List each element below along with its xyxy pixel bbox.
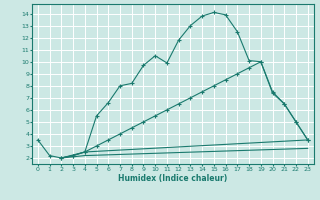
X-axis label: Humidex (Indice chaleur): Humidex (Indice chaleur) bbox=[118, 174, 228, 183]
